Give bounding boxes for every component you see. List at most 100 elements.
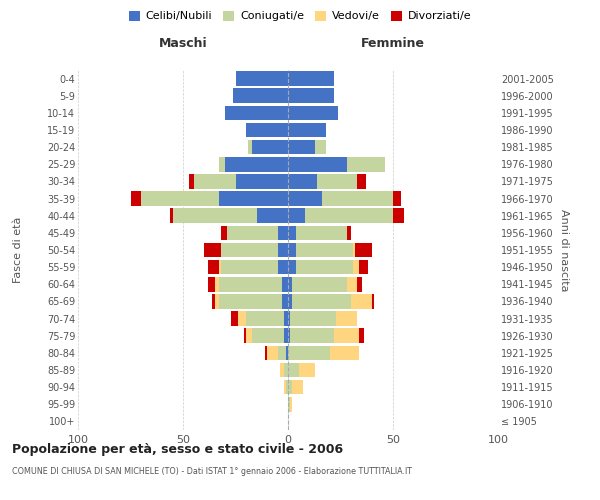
Bar [208, 260, 218, 274]
Bar [170, 208, 173, 223]
Bar [233, 88, 288, 103]
Bar [290, 312, 337, 326]
Bar [290, 397, 292, 411]
Bar [238, 312, 246, 326]
Bar [290, 328, 334, 343]
Bar [393, 208, 404, 223]
Bar [193, 174, 235, 188]
Bar [359, 328, 364, 343]
Bar [212, 294, 215, 308]
Bar [372, 294, 374, 308]
Text: Maschi: Maschi [158, 37, 208, 50]
Bar [277, 260, 288, 274]
Bar [288, 192, 322, 206]
Bar [288, 294, 292, 308]
Bar [334, 328, 359, 343]
Bar [284, 328, 288, 343]
Bar [288, 242, 296, 258]
Bar [288, 397, 290, 411]
Bar [282, 277, 288, 291]
Bar [246, 122, 288, 138]
Bar [257, 208, 288, 223]
Bar [359, 260, 368, 274]
Bar [218, 277, 282, 291]
Bar [227, 226, 277, 240]
Text: Fasce di età: Fasce di età [13, 217, 23, 283]
Bar [288, 346, 330, 360]
Text: Popolazione per età, sesso e stato civile - 2006: Popolazione per età, sesso e stato civil… [12, 442, 343, 456]
Bar [218, 192, 288, 206]
Bar [225, 157, 288, 172]
Bar [288, 226, 296, 240]
Text: Femmine: Femmine [361, 37, 425, 50]
Bar [215, 277, 218, 291]
Bar [218, 157, 225, 172]
Bar [246, 328, 252, 343]
Bar [277, 226, 288, 240]
Bar [252, 140, 288, 154]
Bar [141, 192, 218, 206]
Legend: Celibi/Nubili, Coniugati/e, Vedovi/e, Divorziati/e: Celibi/Nubili, Coniugati/e, Vedovi/e, Di… [129, 10, 471, 22]
Bar [347, 157, 385, 172]
Bar [265, 346, 267, 360]
Bar [248, 140, 252, 154]
Text: Anni di nascita: Anni di nascita [559, 209, 569, 291]
Bar [288, 140, 316, 154]
Bar [322, 192, 393, 206]
Bar [288, 312, 290, 326]
Bar [288, 106, 338, 120]
Bar [288, 157, 347, 172]
Bar [296, 226, 347, 240]
Bar [190, 174, 193, 188]
Bar [316, 140, 326, 154]
Bar [282, 294, 288, 308]
Bar [317, 174, 358, 188]
Bar [286, 346, 288, 360]
Bar [215, 294, 218, 308]
Bar [235, 72, 288, 86]
Bar [232, 312, 238, 326]
Bar [305, 208, 393, 223]
Bar [253, 328, 284, 343]
Bar [221, 260, 277, 274]
Bar [280, 362, 284, 378]
Bar [204, 242, 221, 258]
Bar [221, 242, 277, 258]
Bar [286, 380, 288, 394]
Bar [288, 122, 326, 138]
Bar [277, 346, 286, 360]
Bar [173, 208, 257, 223]
Bar [353, 260, 359, 274]
Bar [299, 362, 316, 378]
Bar [296, 260, 353, 274]
Bar [221, 226, 227, 240]
Bar [235, 174, 288, 188]
Bar [296, 242, 353, 258]
Bar [246, 312, 284, 326]
Bar [288, 277, 292, 291]
Bar [288, 380, 292, 394]
Bar [288, 88, 334, 103]
Bar [130, 192, 141, 206]
Bar [284, 312, 288, 326]
Bar [288, 328, 290, 343]
Text: COMUNE DI CHIUSA DI SAN MICHELE (TO) - Dati ISTAT 1° gennaio 2006 - Elaborazione: COMUNE DI CHIUSA DI SAN MICHELE (TO) - D… [12, 468, 412, 476]
Bar [218, 260, 221, 274]
Bar [337, 312, 358, 326]
Bar [277, 242, 288, 258]
Bar [330, 346, 359, 360]
Bar [225, 106, 288, 120]
Bar [292, 380, 303, 394]
Bar [288, 174, 317, 188]
Bar [244, 328, 246, 343]
Bar [358, 277, 361, 291]
Bar [347, 226, 351, 240]
Bar [353, 242, 355, 258]
Bar [208, 277, 215, 291]
Bar [288, 72, 334, 86]
Bar [358, 174, 366, 188]
Bar [288, 362, 299, 378]
Bar [292, 277, 347, 291]
Bar [292, 294, 351, 308]
Bar [288, 208, 305, 223]
